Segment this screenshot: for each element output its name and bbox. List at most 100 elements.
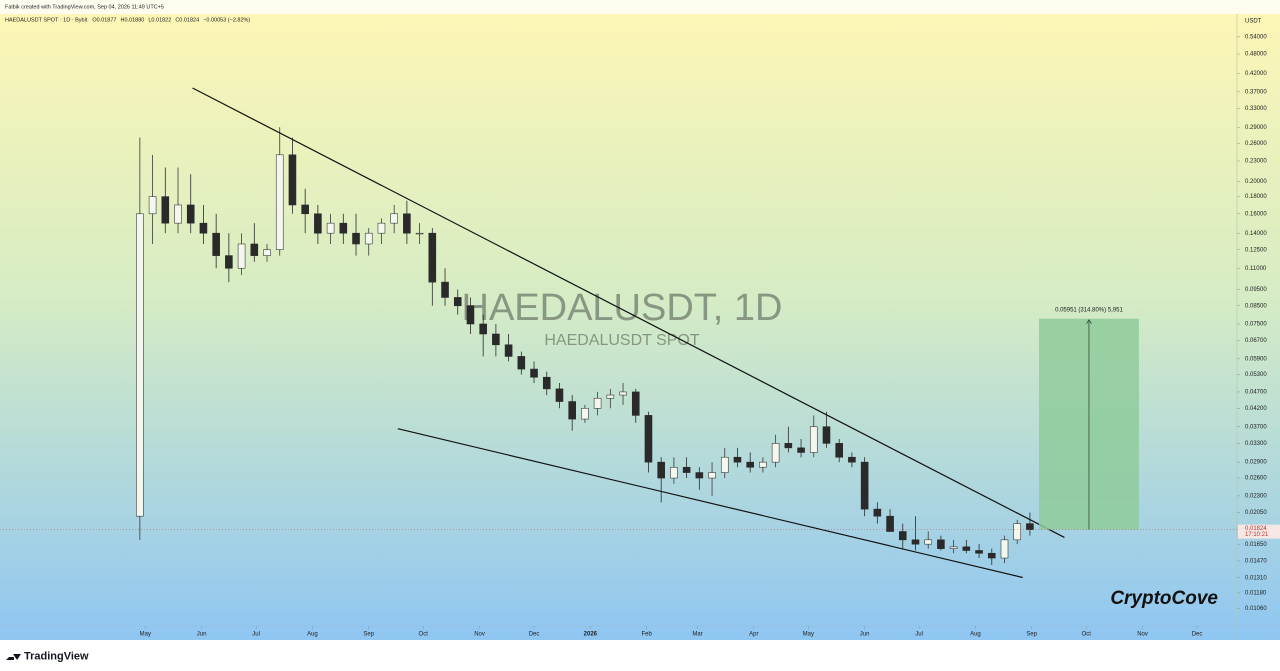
x-tick-label: Jul <box>252 632 260 638</box>
y-tick-label: 0.09500 <box>1245 287 1267 293</box>
y-tick-label: 0.03300 <box>1245 441 1267 447</box>
candle-body <box>898 531 907 541</box>
brand: TradingView <box>24 650 89 662</box>
y-tick-label: 0.01180 <box>1245 591 1267 597</box>
y-tick-label: 0.01470 <box>1245 559 1267 565</box>
candle-body <box>466 305 475 325</box>
candle-body <box>1026 523 1034 530</box>
candle-body <box>746 461 754 468</box>
candle-body <box>339 222 348 234</box>
candle-body <box>517 356 526 370</box>
last-price-tag <box>1238 524 1280 539</box>
candle-body <box>555 388 564 402</box>
y-tick-label: 0.02600 <box>1245 476 1267 482</box>
candle-body <box>250 243 259 256</box>
x-tick-label: Dec <box>1192 632 1203 638</box>
candle-body <box>568 401 576 420</box>
candle-body <box>301 204 309 215</box>
candle-body <box>377 222 386 234</box>
trendline <box>397 428 1023 579</box>
x-tick-label: Apr <box>749 632 758 638</box>
y-tick-label: 0.20000 <box>1245 179 1267 185</box>
footer <box>0 640 1280 671</box>
candle-body <box>644 415 653 463</box>
candle-body <box>428 232 437 283</box>
y-tick-label: 0.05300 <box>1245 372 1267 378</box>
y-tick-label: 0.12500 <box>1245 247 1267 253</box>
x-tick-label: Dec <box>529 632 540 638</box>
candle-body <box>390 213 398 224</box>
candle-body <box>225 255 233 269</box>
candle-body <box>275 154 284 250</box>
candle-body <box>352 232 360 245</box>
candle-body <box>136 213 144 517</box>
y-tick-label: 0.08500 <box>1245 303 1267 309</box>
y-tick-label: 0.07500 <box>1245 322 1267 328</box>
x-tick-label: Oct <box>419 632 429 638</box>
currency-label: USDT <box>1245 19 1262 25</box>
watermark-sub: HAEDALUSDT SPOT <box>544 332 700 349</box>
candle-body <box>606 394 615 399</box>
position-arrow-head <box>1086 319 1092 324</box>
last-price-label: 0.01824 <box>1245 526 1267 532</box>
y-tick-label: 0.05900 <box>1245 356 1267 362</box>
y-tick-label: 0.02300 <box>1245 493 1267 499</box>
symbol-text: HAEDALUSDT SPOT · 1D · Bybit <box>5 17 88 23</box>
candle-body <box>720 456 729 473</box>
candle-body <box>186 204 195 224</box>
watermark: HAEDALUSDT, 1D <box>462 287 783 329</box>
x-tick-label: 2026 <box>584 632 598 638</box>
x-tick-label: May <box>140 632 151 638</box>
candle-body <box>237 243 246 269</box>
candle-body <box>619 391 627 396</box>
candle-body <box>860 461 869 510</box>
y-tick-label: 0.16000 <box>1245 211 1267 217</box>
x-tick-label: Nov <box>474 632 485 638</box>
trendline <box>192 87 1065 538</box>
brand-logo <box>6 654 21 660</box>
x-tick-label: Aug <box>970 632 981 638</box>
ohlc-value: C0.01824 <box>175 17 199 23</box>
candle-body <box>415 232 424 235</box>
candle-body <box>924 539 933 545</box>
candle-body <box>542 376 551 390</box>
candle-body <box>593 397 602 409</box>
y-tick-label: 0.06700 <box>1245 338 1267 344</box>
candle-body <box>911 539 920 545</box>
y-tick-label: 0.02050 <box>1245 510 1267 516</box>
candle-body <box>822 426 831 444</box>
y-tick-label: 0.03700 <box>1245 424 1267 430</box>
candle-body <box>759 461 767 468</box>
candle-body <box>161 196 170 224</box>
candle-body <box>504 344 513 357</box>
candle-body <box>326 222 335 234</box>
y-tick-label: 0.54000 <box>1245 34 1267 40</box>
candle-body <box>873 508 882 517</box>
y-tick-label: 0.42000 <box>1245 71 1267 77</box>
candle-body <box>1000 539 1009 559</box>
ohlc-value: H0.01880 <box>121 17 145 23</box>
candle-body <box>682 466 691 473</box>
candle-body <box>733 456 742 463</box>
candle-body <box>708 472 716 479</box>
candle-body <box>288 154 297 206</box>
candle-body <box>771 443 780 463</box>
candle-body <box>199 222 208 234</box>
candle-body <box>797 447 805 453</box>
candle-body <box>886 515 894 532</box>
candle-body <box>631 391 640 416</box>
candle-body <box>581 407 589 420</box>
y-tick-label: 0.01060 <box>1245 606 1267 612</box>
x-tick-label: Jun <box>860 632 870 638</box>
header-text: Falbik created with TradingView.com, Sep… <box>5 4 164 10</box>
x-tick-label: Nov <box>1137 632 1148 638</box>
candle-body <box>403 213 411 234</box>
x-tick-label: Mar <box>692 632 702 638</box>
ohlc-value: O0.01877 <box>92 17 116 23</box>
candle-body <box>962 546 971 551</box>
candle-body <box>314 213 322 234</box>
y-tick-label: 0.23000 <box>1245 159 1267 165</box>
header-bar <box>0 0 1280 14</box>
candle-body <box>987 552 996 559</box>
